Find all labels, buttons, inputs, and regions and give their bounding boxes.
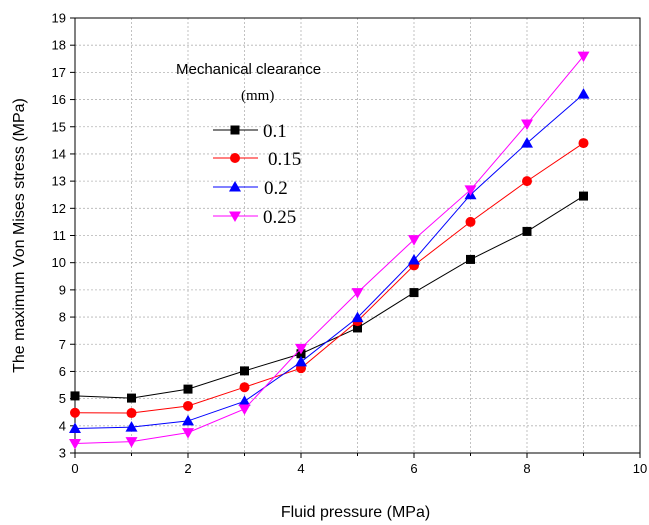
x-tick-label: 2 <box>184 461 191 476</box>
series-line <box>74 195 584 399</box>
grid-lines <box>75 18 640 453</box>
series-0.15 <box>70 138 589 419</box>
marker-triangle-up <box>182 414 194 426</box>
series <box>69 51 590 450</box>
y-tick-label: 6 <box>59 364 66 379</box>
marker-triangle-up <box>521 137 533 148</box>
x-tick-label: 0 <box>71 461 78 476</box>
legend-item-0.1: 0.1 <box>213 121 287 142</box>
marker-triangle-up <box>577 88 590 99</box>
marker-triangle-up <box>69 422 81 434</box>
marker-triangle-down <box>408 235 420 246</box>
y-tick-labels: 3 4 5 6 7 8 9 10 11 12 13 14 15 16 17 18 19 <box>52 11 66 461</box>
legend-label: 0.1 <box>263 121 287 142</box>
y-tick-label: 18 <box>52 38 66 53</box>
legend: Mechanical clearance (mm) 0.1 0.15 0.2 0.25 <box>176 61 321 228</box>
y-tick-label: 7 <box>59 337 66 352</box>
marker-triangle-up <box>408 253 420 265</box>
marker-square <box>230 125 240 135</box>
series-line <box>74 55 584 444</box>
marker-triangle-down <box>464 185 477 196</box>
marker-triangle-up <box>229 181 241 192</box>
series-0.1 <box>70 191 588 403</box>
y-tick-label: 17 <box>52 65 66 80</box>
y-tick-label: 8 <box>59 310 66 325</box>
x-tick-label: 10 <box>633 461 647 476</box>
marker-square <box>183 384 193 394</box>
marker-circle <box>578 138 589 149</box>
marker-square <box>579 191 588 201</box>
marker-triangle-up <box>351 311 364 323</box>
marker-triangle-down <box>182 428 194 439</box>
marker-triangle-up <box>125 421 138 432</box>
tick-marks <box>70 17 641 458</box>
y-tick-label: 14 <box>52 146 66 161</box>
legend-label: 0.15 <box>268 149 301 170</box>
series-line <box>74 142 584 414</box>
marker-square <box>466 254 475 264</box>
series-0.2 <box>69 88 590 434</box>
legend-items: 0.1 0.15 0.2 0.25 <box>213 121 301 228</box>
marker-circle <box>522 176 532 187</box>
marker-triangle-up <box>295 355 307 367</box>
marker-square <box>409 288 419 298</box>
marker-triangle-down <box>238 404 251 415</box>
y-tick-label: 10 <box>52 255 66 270</box>
y-tick-label: 12 <box>52 201 66 216</box>
x-tick-label: 6 <box>410 461 417 476</box>
marker-circle <box>239 382 250 393</box>
y-tick-label: 5 <box>59 391 66 406</box>
marker-circle <box>183 400 193 411</box>
marker-circle <box>126 408 137 419</box>
y-tick-label: 3 <box>59 446 66 461</box>
legend-label: 0.2 <box>264 178 288 199</box>
x-tick-label: 4 <box>297 461 304 476</box>
legend-item-0.2: 0.2 <box>213 178 288 199</box>
y-axis-label: The maximum Von Mises stress (MPa) <box>11 98 28 373</box>
legend-title: Mechanical clearance <box>176 61 321 78</box>
x-axis-label: Fluid pressure (MPa) <box>281 504 430 521</box>
y-tick-label: 4 <box>59 418 66 433</box>
marker-circle <box>70 407 80 418</box>
marker-triangle-down <box>125 437 138 448</box>
legend-unit: (mm) <box>241 88 274 104</box>
x-tick-label: 8 <box>523 461 530 476</box>
marker-triangle-down <box>295 343 307 355</box>
marker-square <box>127 393 136 403</box>
marker-square <box>522 226 532 236</box>
series-0.25 <box>69 51 590 450</box>
y-tick-label: 13 <box>52 174 66 189</box>
marker-circle <box>465 216 476 227</box>
marker-triangle-down <box>229 211 241 222</box>
marker-triangle-down <box>521 119 533 131</box>
marker-square <box>70 391 80 401</box>
marker-triangle-down <box>577 51 590 63</box>
marker-square <box>240 366 249 376</box>
x-tick-labels: 0 2 4 6 8 10 <box>71 461 647 476</box>
marker-triangle-up <box>238 395 251 406</box>
marker-square <box>353 323 362 333</box>
y-tick-label: 19 <box>52 11 66 26</box>
legend-item-0.15: 0.15 <box>213 149 301 170</box>
marker-triangle-down <box>351 288 364 299</box>
marker-circle <box>230 153 240 163</box>
legend-label: 0.25 <box>263 207 296 228</box>
y-tick-label: 16 <box>52 92 66 107</box>
y-tick-label: 9 <box>59 282 66 297</box>
series-line <box>74 93 584 430</box>
marker-triangle-down <box>69 438 81 450</box>
y-tick-label: 11 <box>53 228 67 243</box>
y-tick-label: 15 <box>52 119 66 134</box>
legend-item-0.25: 0.25 <box>213 207 296 228</box>
